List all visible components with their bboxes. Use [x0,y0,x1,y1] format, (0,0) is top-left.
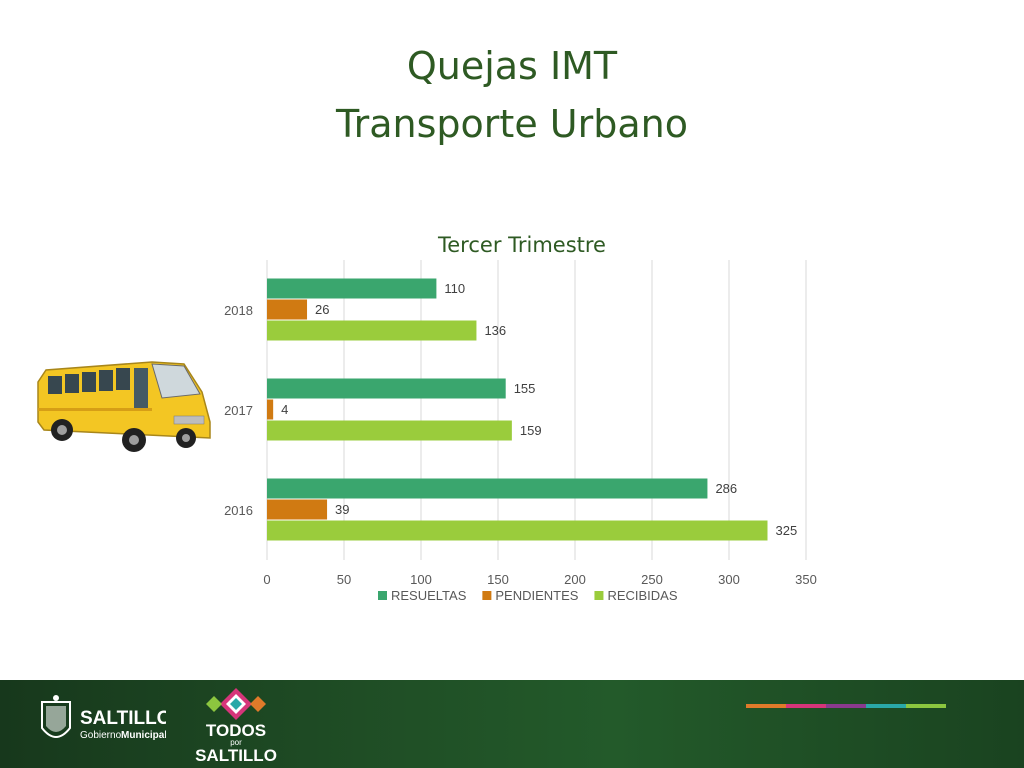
footer-band [0,680,1024,768]
x-tick-label: 100 [410,572,432,587]
bar-recibidas [267,420,512,441]
y-category-label: 2018 [224,303,253,318]
saltillo-logo: SALTILLO Gobierno Municipal [41,695,166,741]
bar-resueltas [267,378,506,399]
todos-por-saltillo-logo: TODOS por SALTILLO [195,688,277,764]
brand-saltillo-subtitle-b: Municipal [121,730,166,741]
stripe-segment [746,704,786,708]
brand-todos-line1: TODOS [206,721,266,740]
legend-swatch [594,591,604,600]
brand-saltillo-subtitle-a: Gobierno [80,730,122,741]
slide-title: Quejas IMT [406,44,618,88]
stripe-segment [826,704,866,708]
x-tick-label: 0 [263,572,270,587]
x-tick-label: 200 [564,572,586,587]
stripe-segment [866,704,906,708]
data-label: 155 [514,381,536,396]
bus-illustration [37,361,211,452]
legend-label: PENDIENTES [495,588,578,603]
x-tick-label: 50 [337,572,351,587]
y-category-label: 2017 [224,403,253,418]
stripe-segment [786,704,826,708]
data-label: 39 [335,502,349,517]
slide-subtitle: Transporte Urbano [336,102,688,146]
legend-label: RECIBIDAS [607,588,677,603]
bar-resueltas [267,478,708,499]
stripe-segment [906,704,946,708]
bar-pendientes [267,399,274,420]
coat-of-arms-icon [41,695,71,738]
bar-resueltas [267,278,437,299]
bar-pendientes [267,299,308,320]
x-tick-label: 350 [795,572,817,587]
data-label: 26 [315,302,329,317]
data-label: 4 [281,402,288,417]
color-stripe-bar [746,704,946,708]
legend-swatch [482,591,492,600]
data-label: 325 [776,523,798,538]
sarape-diamond-icon [206,688,266,720]
brand-todos-line3: SALTILLO [195,746,277,764]
bar-pendientes [267,499,328,520]
x-tick-label: 150 [487,572,509,587]
brand-saltillo-title: SALTILLO [80,708,166,729]
y-category-label: 2016 [224,503,253,518]
x-tick-label: 300 [718,572,740,587]
bar-chart: Tercer Trimestre 0 50 100 150 200 250 300 350 201… [224,233,817,603]
data-label: 286 [715,481,737,496]
data-label: 136 [484,323,506,338]
bar-recibidas [267,320,477,341]
x-tick-label: 250 [641,572,663,587]
legend-swatch [378,591,387,600]
bar-recibidas [267,520,768,541]
legend-label: RESUELTAS [391,588,467,603]
chart-title: Tercer Trimestre [437,233,606,257]
data-label: 110 [444,281,465,296]
data-label: 159 [520,423,542,438]
brand-todos-line2: por [230,738,242,747]
